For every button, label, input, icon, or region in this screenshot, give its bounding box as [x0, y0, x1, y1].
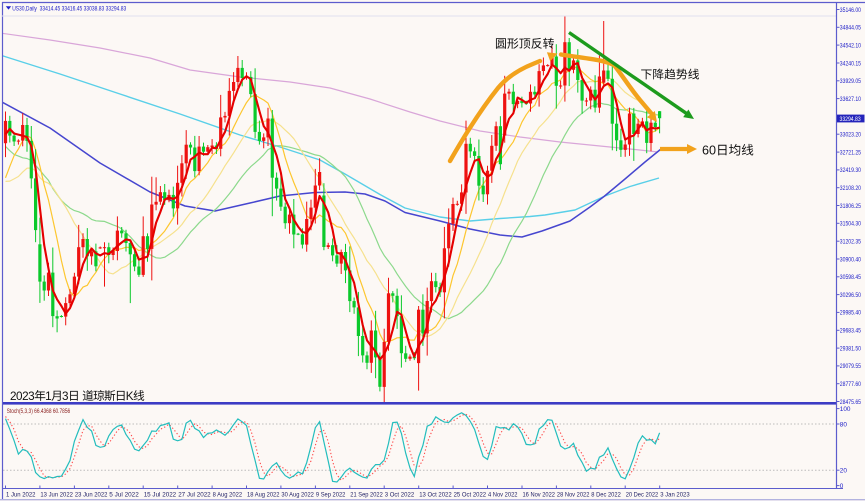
svg-text:0: 0: [840, 483, 844, 490]
svg-text:Stoch(5,3,3) 66.4368 60.7856: Stoch(5,3,3) 66.4368 60.7856: [7, 408, 71, 415]
svg-text:32721.25: 32721.25: [840, 149, 862, 156]
svg-text:31806.25: 31806.25: [840, 203, 862, 210]
svg-text:8 Aug 2022: 8 Aug 2022: [213, 491, 243, 498]
svg-text:30900.40: 30900.40: [840, 256, 862, 263]
svg-text:34542.10: 34542.10: [840, 42, 862, 49]
svg-text:32108.20: 32108.20: [840, 185, 862, 192]
svg-text:3 Jan 2023: 3 Jan 2023: [660, 491, 690, 498]
svg-text:30296.50: 30296.50: [840, 292, 862, 299]
svg-text:34240.15: 34240.15: [840, 60, 862, 67]
svg-text:9 Sep 2022: 9 Sep 2022: [316, 491, 346, 498]
svg-text:2: 2: [22, 390, 29, 403]
svg-text:21 Sep 2022: 21 Sep 2022: [350, 491, 383, 498]
svg-text:20: 20: [840, 468, 848, 475]
svg-text:28475.65: 28475.65: [840, 399, 862, 406]
svg-text:33929.05: 33929.05: [840, 78, 862, 85]
svg-text:34844.05: 34844.05: [840, 25, 862, 32]
svg-text:3: 3: [28, 390, 35, 403]
svg-text:29381.50: 29381.50: [840, 345, 862, 352]
svg-text:32419.30: 32419.30: [840, 167, 862, 174]
svg-text:US30,Daily 33414.45 33416.45: US30,Daily 33414.45 33416.45 33038.83 33…: [12, 5, 126, 12]
svg-text:27 Jul 2022: 27 Jul 2022: [178, 491, 211, 498]
svg-text:80: 80: [840, 421, 848, 428]
svg-text:3 Oct 2022: 3 Oct 2022: [385, 491, 415, 498]
svg-text:1 Jun 2022: 1 Jun 2022: [6, 491, 36, 498]
svg-text:0: 0: [16, 390, 23, 403]
svg-text:3: 3: [62, 390, 69, 403]
svg-text:33627.10: 33627.10: [840, 96, 862, 103]
svg-text:0: 0: [709, 144, 716, 158]
svg-text:5 Jul 2022: 5 Jul 2022: [109, 491, 139, 498]
svg-text:35146.00: 35146.00: [840, 7, 862, 14]
svg-text:4 Nov 2022: 4 Nov 2022: [488, 491, 518, 498]
svg-text:13 Jun 2022: 13 Jun 2022: [40, 491, 73, 498]
svg-text:18 Aug 2022: 18 Aug 2022: [247, 491, 280, 498]
svg-text:20 Dec 2022: 20 Dec 2022: [626, 491, 659, 498]
svg-text:25 Oct 2022: 25 Oct 2022: [454, 491, 487, 498]
svg-text:8 Dec 2022: 8 Dec 2022: [591, 491, 621, 498]
svg-text:16 Nov 2022: 16 Nov 2022: [523, 491, 556, 498]
svg-text:28777.60: 28777.60: [840, 381, 862, 388]
svg-text:30 Aug 2022: 30 Aug 2022: [281, 491, 314, 498]
svg-text:1: 1: [45, 390, 52, 403]
svg-text:13 Oct 2022: 13 Oct 2022: [419, 491, 452, 498]
svg-text:31504.30: 31504.30: [840, 221, 862, 228]
svg-text:2: 2: [10, 390, 17, 403]
svg-text:28 Nov 2022: 28 Nov 2022: [557, 491, 590, 498]
svg-text:K: K: [126, 390, 134, 403]
svg-text:33023.20: 33023.20: [840, 132, 862, 139]
svg-text:29079.55: 29079.55: [840, 363, 862, 370]
svg-text:33294.83: 33294.83: [840, 116, 862, 123]
svg-text:31202.35: 31202.35: [840, 239, 862, 246]
svg-text:15 Jul 2022: 15 Jul 2022: [144, 491, 177, 498]
svg-text:29683.45: 29683.45: [840, 328, 862, 335]
svg-text:23 Jun 2022: 23 Jun 2022: [75, 491, 108, 498]
svg-text:6: 6: [702, 144, 709, 158]
svg-text:100: 100: [840, 406, 851, 413]
svg-text:30598.45: 30598.45: [840, 274, 862, 281]
svg-text:29985.40: 29985.40: [840, 310, 862, 317]
